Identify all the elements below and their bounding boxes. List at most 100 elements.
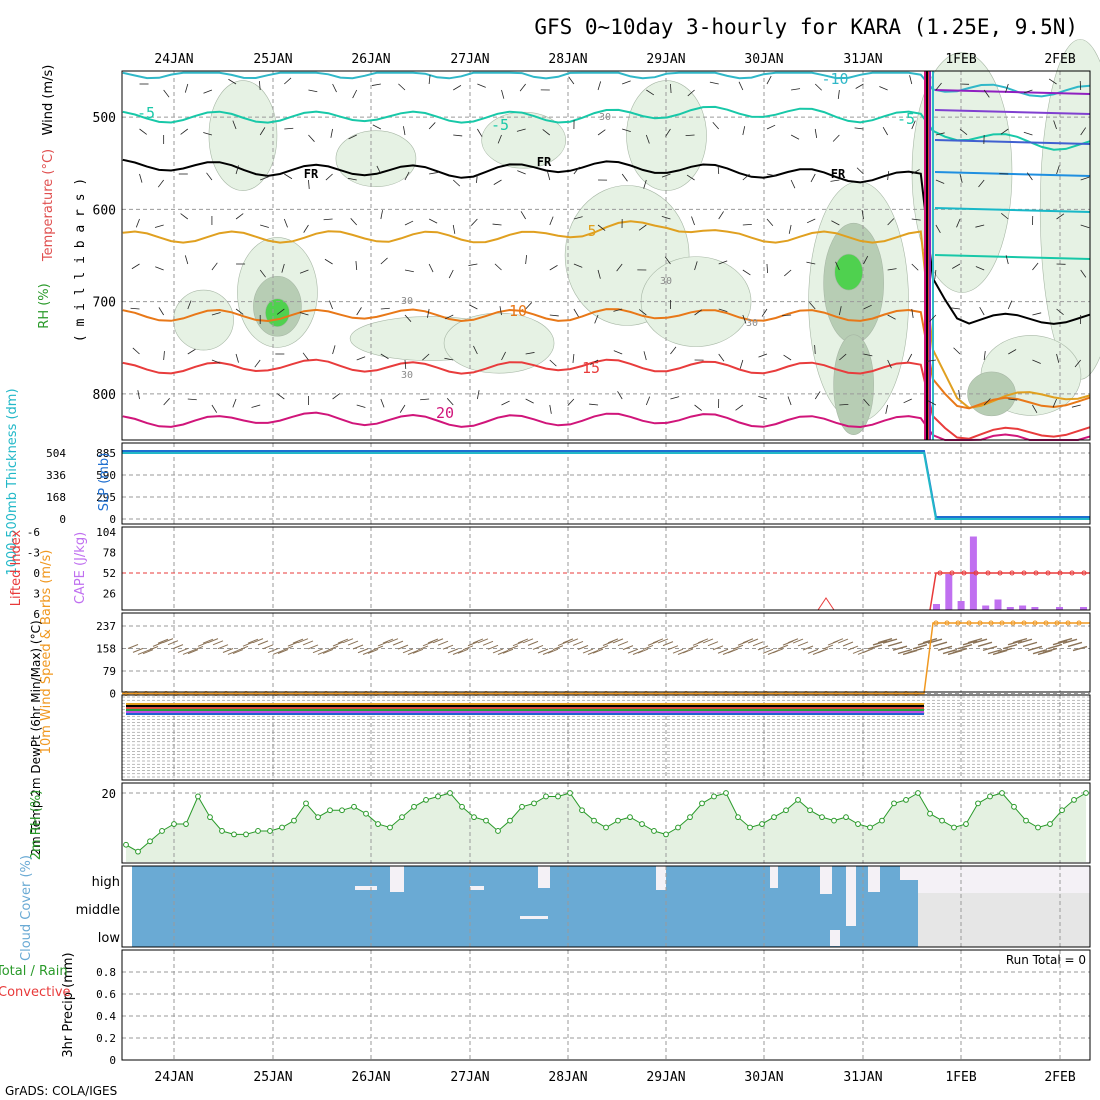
wind-barb bbox=[686, 174, 695, 181]
wind-barb bbox=[1005, 255, 1009, 265]
wind-barb bbox=[525, 352, 535, 355]
wind-barb bbox=[155, 266, 164, 271]
wind-barb bbox=[404, 314, 412, 322]
wind-barb bbox=[452, 224, 456, 234]
wind-barb-10m bbox=[222, 648, 234, 653]
rh2m-point bbox=[915, 790, 921, 796]
rh2m-point bbox=[327, 807, 333, 814]
wind-barb bbox=[935, 132, 945, 136]
wind-barb bbox=[549, 359, 557, 367]
wind-barb bbox=[187, 300, 192, 310]
wind-barb-10m bbox=[162, 638, 174, 644]
li-point bbox=[1045, 570, 1051, 576]
wind-barb-10m bbox=[447, 648, 459, 654]
wind-barb bbox=[590, 359, 599, 365]
wind-barb bbox=[832, 134, 840, 142]
wind-barb-10m bbox=[442, 644, 454, 650]
wind-barb bbox=[501, 400, 510, 406]
wind-barb bbox=[493, 179, 502, 185]
rh2m-point bbox=[939, 817, 945, 824]
wind-barb bbox=[371, 83, 381, 86]
wind-barb bbox=[356, 404, 366, 408]
wind-barb bbox=[567, 398, 575, 406]
wind-barb bbox=[525, 398, 534, 404]
wind-barb-10m bbox=[312, 648, 324, 654]
labels-layer: 24JAN 24JAN 25JAN 25JAN 26JAN 26JAN 27JAN 27JAN… bbox=[0, 52, 1086, 1085]
wind-barb bbox=[687, 89, 695, 97]
rh2m-point bbox=[591, 817, 597, 824]
wind-barb bbox=[1053, 120, 1057, 130]
wind-barb bbox=[428, 218, 438, 224]
precip-total-label: Total / Rain bbox=[0, 964, 68, 979]
date-label-top: 1FEB bbox=[945, 52, 976, 67]
wind-barb bbox=[325, 173, 333, 181]
wind-barb-10m bbox=[242, 641, 254, 647]
wind-barb-10m bbox=[537, 648, 549, 654]
cape-axis-label: CAPE (J/kg) bbox=[73, 532, 88, 604]
wind-barb-10m bbox=[157, 638, 169, 644]
li-point bbox=[937, 570, 943, 576]
pressure-tick-label: 500 bbox=[93, 111, 116, 126]
wind-barb bbox=[549, 404, 552, 414]
cloud-gap bbox=[770, 866, 778, 888]
pressure-axis-label: ( m i l l i b a r s ) bbox=[73, 178, 88, 342]
wind-barb bbox=[766, 218, 774, 227]
wind-barb bbox=[281, 263, 285, 273]
wind-speed-point bbox=[1065, 620, 1071, 626]
wind-barb bbox=[983, 89, 990, 98]
wind-barb bbox=[1008, 398, 1018, 401]
wind-barb-10m bbox=[977, 641, 993, 647]
date-label-bottom: 31JAN bbox=[843, 1070, 882, 1085]
wind-barb bbox=[284, 77, 292, 85]
wind-barb-10m bbox=[582, 648, 594, 654]
wind-barb bbox=[766, 173, 776, 177]
wind-barb-10m bbox=[712, 645, 724, 651]
wind-barb bbox=[670, 396, 680, 400]
wind-barb-10m bbox=[822, 644, 834, 650]
wind-barb bbox=[372, 124, 382, 130]
wind-barb-10m bbox=[382, 638, 394, 644]
li-point bbox=[1033, 570, 1039, 576]
thickness-line bbox=[122, 452, 1090, 520]
wind-barb bbox=[791, 88, 801, 91]
wind-barb bbox=[404, 359, 407, 370]
cape-tick-label: 104 bbox=[96, 526, 116, 539]
wind-barb-10m bbox=[257, 640, 269, 646]
wind-barb bbox=[497, 134, 502, 144]
wind-barb bbox=[1056, 308, 1064, 315]
wind-barb-10m bbox=[1067, 641, 1083, 648]
wind-barb-10m bbox=[152, 641, 164, 647]
rh2m-point bbox=[483, 817, 489, 824]
rh2m-point bbox=[147, 838, 153, 845]
wind-barb-10m bbox=[597, 645, 609, 650]
li-point bbox=[973, 570, 979, 576]
li-point bbox=[1069, 570, 1075, 576]
wind-barb bbox=[516, 128, 526, 132]
wind-barb-10m bbox=[412, 648, 424, 654]
wind-barb bbox=[958, 390, 961, 400]
wind-barb bbox=[814, 344, 816, 355]
wind-barb bbox=[259, 80, 261, 91]
wind-barb-10m bbox=[272, 649, 284, 655]
rh2m-tick-label: 20 bbox=[102, 787, 116, 801]
wind-barb bbox=[694, 404, 702, 411]
wind-barb-10m bbox=[937, 645, 953, 651]
wind-barb bbox=[761, 308, 768, 317]
wind-barb bbox=[594, 314, 599, 324]
cape-bar bbox=[1006, 607, 1014, 610]
wind-barb bbox=[887, 314, 896, 320]
cape-tick-label: 52 bbox=[103, 567, 116, 580]
wind-barb-10m bbox=[732, 644, 744, 650]
wind-barb-10m bbox=[452, 650, 464, 655]
wind-barb bbox=[180, 128, 189, 135]
panel-frame bbox=[121, 612, 1091, 693]
wind-speed-point bbox=[966, 620, 972, 626]
wind-barb-10m bbox=[1017, 638, 1033, 644]
wind-speed-point bbox=[944, 620, 950, 626]
wind-barb-10m bbox=[497, 650, 509, 655]
wind-barb bbox=[324, 258, 333, 265]
wind-barb-10m bbox=[477, 638, 489, 644]
li-tick-label: 6 bbox=[33, 608, 40, 621]
wind-barb bbox=[403, 126, 406, 136]
rh2m-point bbox=[363, 810, 369, 817]
